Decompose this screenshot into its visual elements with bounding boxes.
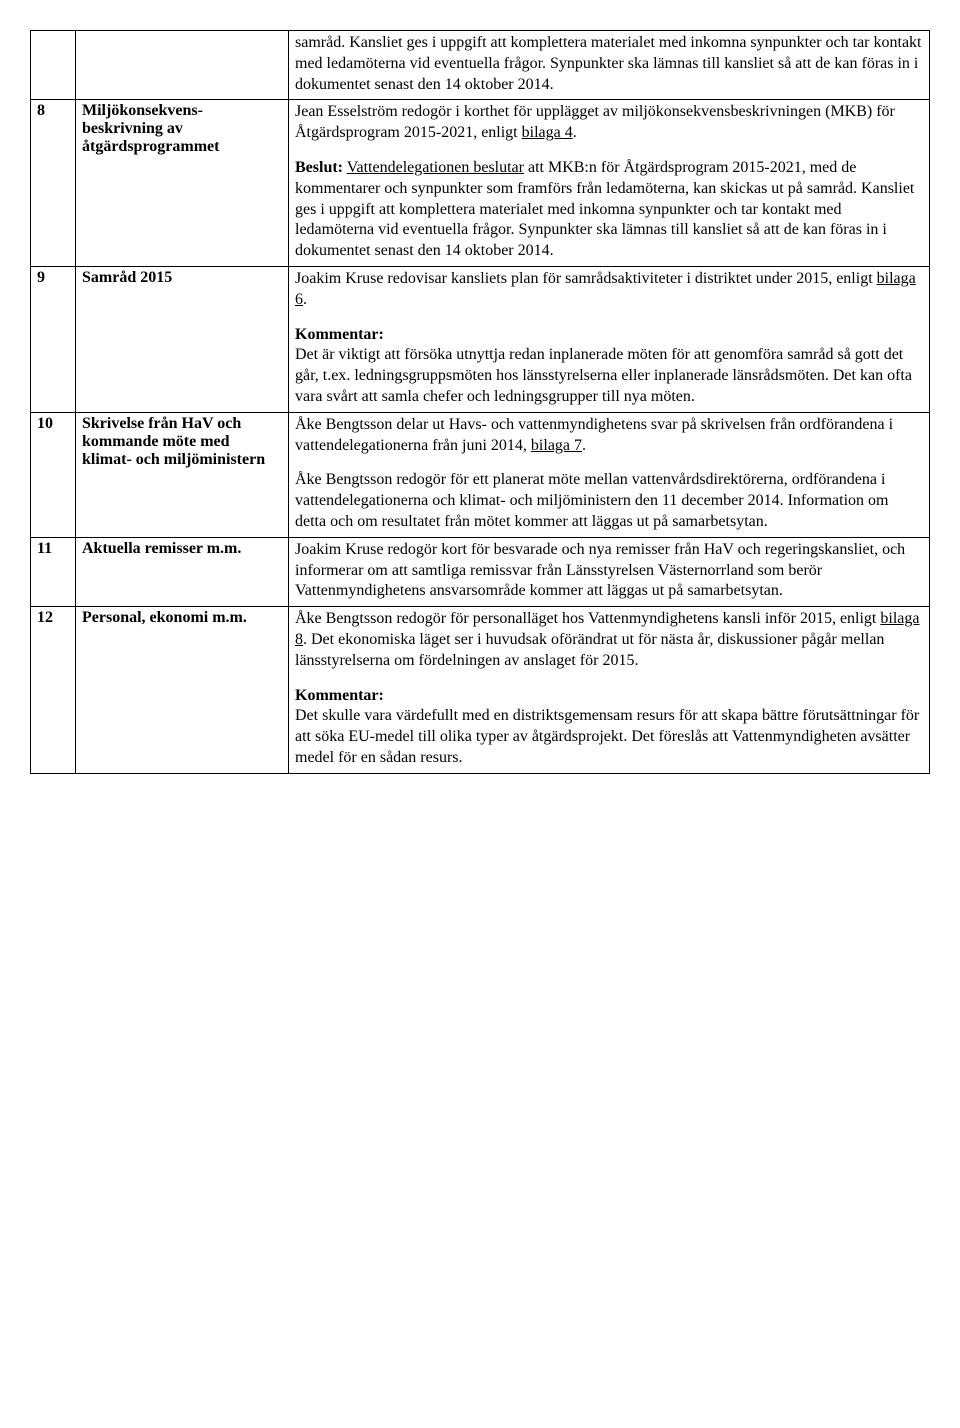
decision-label: Beslut: [295, 159, 343, 176]
paragraph: Åke Bengtsson redogör för personalläget … [295, 609, 923, 671]
table-row: samråd. Kansliet ges i uppgift att kompl… [31, 31, 930, 100]
paragraph: Beslut: Vattendelegationen beslutar att … [295, 158, 923, 262]
paragraph: samråd. Kansliet ges i uppgift att kompl… [295, 33, 923, 95]
paragraph: Jean Esselström redogör i korthet för up… [295, 102, 923, 144]
agenda-table: samråd. Kansliet ges i uppgift att kompl… [30, 30, 930, 774]
row-content: samråd. Kansliet ges i uppgift att kompl… [289, 31, 930, 100]
row-content: Joakim Kruse redovisar kansliets plan fö… [289, 266, 930, 412]
row-topic: Aktuella remisser m.m. [76, 537, 289, 606]
table-row: 12 Personal, ekonomi m.m. Åke Bengtsson … [31, 607, 930, 774]
row-content: Åke Bengtsson delar ut Havs- och vattenm… [289, 412, 930, 537]
attachment-link: bilaga 4 [522, 124, 573, 141]
row-topic [76, 31, 289, 100]
table-row: 9 Samråd 2015 Joakim Kruse redovisar kan… [31, 266, 930, 412]
paragraph: Åke Bengtsson redogör för ett planerat m… [295, 470, 923, 532]
row-number [31, 31, 76, 100]
text: . Det ekonomiska läget ser i huvudsak of… [295, 631, 884, 669]
text: . [573, 124, 577, 141]
row-number: 10 [31, 412, 76, 537]
row-topic: Skrivelse från HaV och kommande möte med… [76, 412, 289, 537]
row-number: 8 [31, 100, 76, 267]
text: Åke Bengtsson redogör för personalläget … [295, 610, 880, 627]
row-topic: Miljökonsekvens- beskrivning av åtgärdsp… [76, 100, 289, 267]
table-row: 11 Aktuella remisser m.m. Joakim Kruse r… [31, 537, 930, 606]
table-row: 10 Skrivelse från HaV och kommande möte … [31, 412, 930, 537]
comment-heading: Kommentar: [295, 325, 923, 346]
row-content: Åke Bengtsson redogör för personalläget … [289, 607, 930, 774]
table-row: 8 Miljökonsekvens- beskrivning av åtgärd… [31, 100, 930, 267]
paragraph: Joakim Kruse redogör kort för besvarade … [295, 540, 923, 602]
text: Joakim Kruse redovisar kansliets plan fö… [295, 270, 877, 287]
row-number: 11 [31, 537, 76, 606]
row-number: 12 [31, 607, 76, 774]
text: Jean Esselström redogör i korthet för up… [295, 103, 895, 141]
text: . [303, 291, 307, 308]
row-number: 9 [31, 266, 76, 412]
paragraph: Joakim Kruse redovisar kansliets plan fö… [295, 269, 923, 311]
paragraph: Det skulle vara värdefullt med en distri… [295, 706, 923, 768]
underlined-text: Vattendelegationen beslutar [347, 159, 524, 176]
row-topic: Samråd 2015 [76, 266, 289, 412]
paragraph: Det är viktigt att försöka utnyttja reda… [295, 345, 923, 407]
row-content: Jean Esselström redogör i korthet för up… [289, 100, 930, 267]
attachment-link: bilaga 7 [531, 437, 582, 454]
text: . [582, 437, 586, 454]
row-content: Joakim Kruse redogör kort för besvarade … [289, 537, 930, 606]
comment-heading: Kommentar: [295, 686, 923, 707]
paragraph: Åke Bengtsson delar ut Havs- och vattenm… [295, 415, 923, 457]
row-topic: Personal, ekonomi m.m. [76, 607, 289, 774]
text: Åke Bengtsson delar ut Havs- och vattenm… [295, 416, 893, 454]
